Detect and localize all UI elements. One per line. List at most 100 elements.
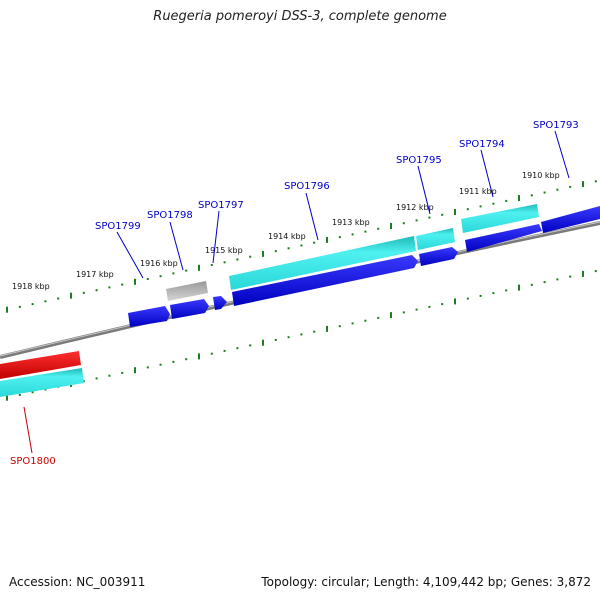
feature-spo1800-rna [0, 368, 84, 397]
outer-tick [530, 194, 533, 197]
outer-tick [505, 199, 508, 202]
genome-stats-text: Topology: circular; Length: 4,109,442 bp… [261, 575, 591, 589]
outer-tick [6, 306, 8, 313]
outer-tick [569, 185, 572, 188]
inner-tick [594, 270, 597, 273]
leader-spo1797 [212, 210, 220, 264]
inner-tick [185, 358, 188, 361]
inner-tick [159, 363, 162, 366]
outer-tick [415, 219, 418, 222]
outer-tick [121, 283, 124, 286]
gene-label-spo1796[interactable]: SPO1796 [284, 181, 330, 192]
cds-spo1799 [128, 306, 170, 327]
outer-tick [402, 222, 405, 225]
gene-label-spo1799[interactable]: SPO1799 [95, 221, 141, 232]
gene-labels: SPO1799 SPO1798 SPO1797 SPO1796 SPO1795 … [10, 120, 579, 467]
kbp-label-1915: 1915 kbp [205, 246, 243, 255]
inner-tick [415, 308, 418, 311]
outer-tick [159, 275, 162, 278]
outer-tick [543, 191, 546, 194]
outer-tick [262, 250, 264, 257]
outer-tick [492, 202, 495, 205]
inner-tick [300, 333, 303, 336]
kbp-label-1916: 1916 kbp [140, 259, 178, 268]
leader-lines [23, 130, 570, 454]
gene-label-spo1798[interactable]: SPO1798 [147, 210, 193, 221]
outer-tick [18, 305, 21, 308]
inner-tick [44, 388, 47, 391]
leader-spo1794 [480, 149, 494, 198]
outer-tick [326, 236, 328, 243]
accession-text: Accession: NC_003911 [9, 575, 146, 589]
outer-tick [338, 236, 341, 239]
inner-tick [95, 377, 98, 380]
inner-tick [364, 319, 367, 322]
inner-tick [31, 391, 34, 394]
inner-tick [18, 394, 21, 396]
leader-spo1799 [116, 231, 144, 279]
gene-label-spo1795[interactable]: SPO1795 [396, 155, 442, 166]
outer-tick [287, 247, 290, 250]
cds-spo1798 [170, 299, 209, 319]
outer-tick [210, 264, 213, 266]
outer-tick [223, 261, 226, 264]
inner-tick [198, 353, 200, 360]
inner-tick [223, 349, 226, 352]
inner-tick [556, 278, 559, 281]
outer-tick [70, 292, 72, 299]
outer-tick [390, 223, 392, 229]
kbp-label-1912: 1912 kbp [396, 203, 434, 212]
cyan-features [0, 204, 539, 397]
inner-tick [569, 275, 572, 278]
outer-tick [249, 255, 252, 258]
outer-tick [172, 272, 175, 275]
gene-label-spo1794[interactable]: SPO1794 [459, 139, 505, 150]
kbp-label-1914: 1914 kbp [268, 232, 306, 241]
inner-tick [313, 330, 316, 333]
inner-tick [390, 312, 392, 319]
inner-tick [146, 366, 149, 369]
inner-tick [479, 294, 482, 297]
gene-label-spo1797[interactable]: SPO1797 [198, 200, 244, 211]
leader-spo1793 [554, 130, 570, 179]
outer-tick [377, 227, 380, 230]
outer-tick [479, 205, 482, 208]
inner-tick [326, 325, 328, 332]
outer-tick [82, 291, 85, 294]
outer-tick [185, 269, 188, 272]
feature-spo1798-pseudo [166, 281, 208, 301]
inner-tick [121, 371, 124, 374]
cds-spo1796 [232, 255, 418, 306]
kbp-label-1911: 1911 kbp [459, 187, 497, 196]
leader-spo1798 [169, 221, 184, 271]
outer-tick [594, 180, 597, 183]
outer-tick [313, 241, 316, 244]
kbp-labels: 1918 kbp 1917 kbp 1916 kbp 1915 kbp 1914… [12, 171, 560, 291]
gene-label-spo1800[interactable]: SPO1800 [10, 456, 56, 467]
map-title: Ruegeria pomeroyi DSS-3, complete genome [153, 9, 447, 24]
inner-tick [236, 347, 239, 350]
inner-tick [505, 289, 508, 292]
inner-tick [543, 281, 546, 284]
cds-features [128, 206, 600, 327]
inner-tick [82, 380, 85, 383]
inner-tick [582, 270, 584, 277]
kbp-label-1918: 1918 kbp [12, 282, 50, 291]
outer-tick [466, 208, 469, 211]
outer-tick-ruler [6, 180, 597, 313]
outer-tick [364, 230, 367, 233]
inner-tick [402, 311, 405, 314]
outer-tick [274, 250, 277, 253]
inner-tick [210, 352, 213, 355]
gene-label-spo1793[interactable]: SPO1793 [533, 120, 579, 131]
inner-tick [351, 322, 354, 325]
feature-spo1795-rna [416, 228, 455, 250]
outer-tick [556, 188, 559, 191]
cds-spo1797 [213, 296, 227, 310]
outer-tick [236, 258, 239, 261]
outer-tick [428, 216, 431, 219]
outer-tick [518, 195, 520, 202]
inner-tick [466, 297, 469, 300]
inner-tick [6, 394, 8, 401]
outer-tick [134, 278, 136, 285]
